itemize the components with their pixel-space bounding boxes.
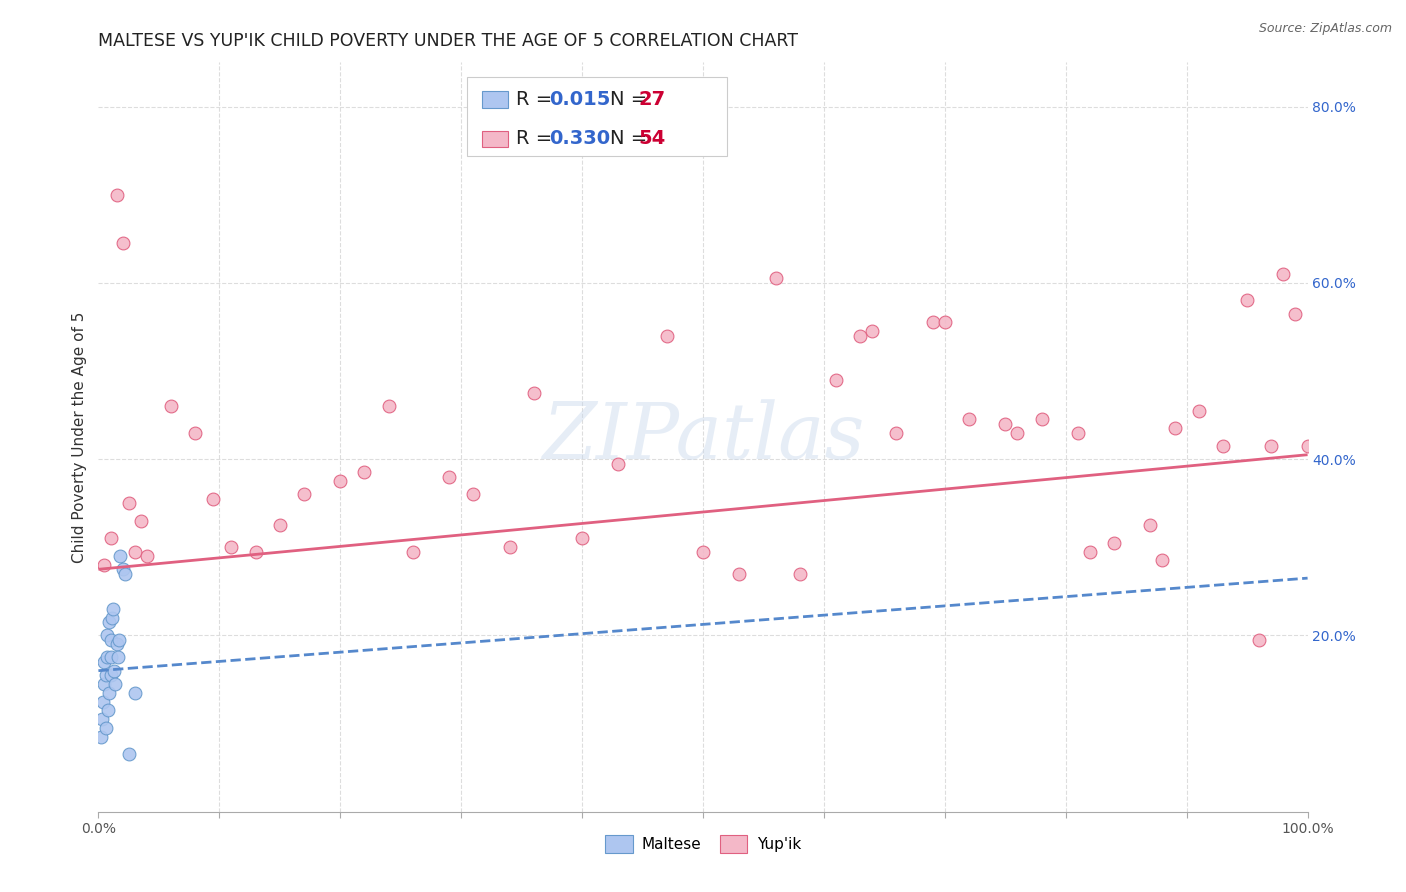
Point [100,668,122,682]
Point [1078,544,1101,558]
Point [98,686,121,700]
Point [498,541,520,555]
Point [728,566,751,581]
Point [94,721,117,735]
Point [111,236,134,251]
Point [124,544,146,558]
Point [994,417,1017,431]
Point [292,487,315,501]
Point [129,514,152,528]
Point [692,544,714,558]
Point [90,730,112,744]
Point [100,632,122,647]
Point [377,399,399,413]
Point [934,316,956,330]
Point [1031,412,1053,426]
FancyBboxPatch shape [482,91,509,108]
Point [1272,267,1295,281]
Point [402,544,425,558]
Point [160,399,183,413]
Point [523,386,546,401]
Text: MALTESE VS YUP'IK CHILD POVERTY UNDER THE AGE OF 5 CORRELATION CHART: MALTESE VS YUP'IK CHILD POVERTY UNDER TH… [98,32,799,50]
FancyBboxPatch shape [467,78,727,156]
Text: ZIPatlas: ZIPatlas [541,399,865,475]
Point [107,650,129,665]
Point [765,271,787,285]
Point [1212,439,1234,453]
Point [135,549,157,563]
Text: N =: N = [610,129,654,148]
Point [1236,293,1258,308]
Point [100,611,122,625]
Text: 54: 54 [638,129,666,148]
Point [93,558,115,572]
Point [97,703,120,717]
Point [184,425,207,440]
Point [91,712,114,726]
Point [849,328,872,343]
Point [105,637,128,651]
Point [111,562,134,576]
Point [221,541,243,555]
Point [1284,307,1306,321]
Point [94,668,117,682]
Point [108,549,131,563]
Text: 0.015: 0.015 [550,90,610,109]
Point [825,373,848,387]
Point [1296,439,1319,453]
Point [100,532,122,546]
Point [329,474,352,488]
Point [269,518,291,533]
Point [105,187,128,202]
Point [860,324,883,338]
Point [1152,553,1174,567]
Point [1260,439,1282,453]
Point [1188,403,1211,417]
Point [98,615,121,630]
Point [353,466,375,480]
Point [96,650,118,665]
Point [921,316,943,330]
Text: R =: R = [516,129,558,148]
Point [103,664,125,678]
Point [957,412,980,426]
Point [437,469,460,483]
Point [114,566,136,581]
Point [1249,632,1271,647]
Point [101,602,124,616]
Point [655,328,678,343]
Point [108,632,131,647]
Point [1067,425,1090,440]
Point [93,655,115,669]
Text: Source: ZipAtlas.com: Source: ZipAtlas.com [1258,22,1392,36]
Point [1163,421,1185,435]
Point [93,677,115,691]
Point [607,457,630,471]
Point [118,496,141,510]
Point [124,686,146,700]
Point [1007,425,1029,440]
Point [463,487,485,501]
Text: 27: 27 [638,90,666,109]
Text: 0.330: 0.330 [550,129,610,148]
FancyBboxPatch shape [482,130,509,147]
Point [245,544,267,558]
Point [789,566,811,581]
Point [202,491,225,506]
Point [96,628,118,642]
Point [571,532,593,546]
Text: N =: N = [610,90,654,109]
Legend: Maltese, Yup'ik: Maltese, Yup'ik [598,828,808,860]
Point [1102,536,1125,550]
Y-axis label: Child Poverty Under the Age of 5: Child Poverty Under the Age of 5 [72,311,87,563]
Text: R =: R = [516,90,558,109]
Point [104,677,127,691]
Point [886,425,908,440]
Point [100,650,122,665]
Point [1139,518,1161,533]
Point [118,747,141,762]
Point [91,694,114,708]
